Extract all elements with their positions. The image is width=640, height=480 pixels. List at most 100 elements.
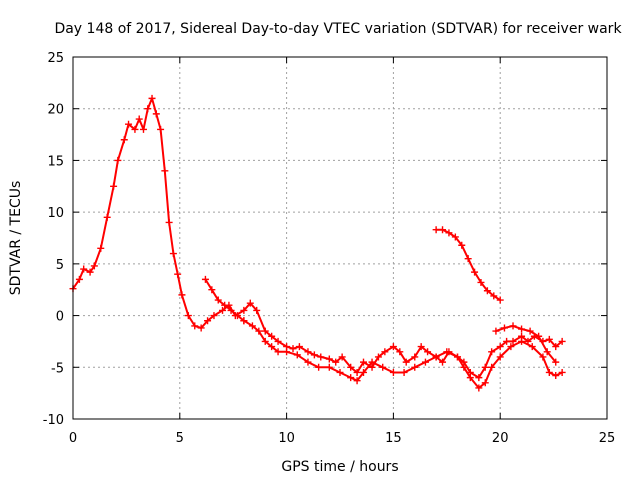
data-point (152, 110, 160, 118)
data-point (496, 353, 504, 361)
x-axis-label: GPS time / hours (281, 459, 398, 475)
data-point (120, 136, 128, 144)
data-point (90, 262, 98, 270)
data-point (157, 125, 165, 133)
data-point (411, 363, 419, 371)
series-line (72, 97, 564, 379)
data-point (75, 275, 83, 283)
data-point (379, 363, 387, 371)
x-tick-label: 20 (492, 431, 509, 446)
y-tick-label: 0 (56, 310, 64, 325)
data-point (214, 296, 222, 304)
series-late-arc (432, 226, 504, 304)
data-point (545, 368, 553, 376)
data-point (492, 327, 500, 335)
data-point (208, 286, 216, 294)
data-point (432, 353, 440, 361)
data-series (69, 94, 566, 392)
data-point (477, 278, 485, 286)
data-point (325, 363, 333, 371)
data-point (503, 337, 511, 345)
data-point (526, 327, 534, 335)
data-point (543, 348, 551, 356)
series-lower-branch (240, 317, 566, 392)
data-point (261, 327, 269, 335)
data-point (191, 322, 199, 330)
data-point (443, 348, 451, 356)
data-point (353, 368, 361, 376)
x-tick-label: 25 (599, 431, 616, 446)
series-line (435, 228, 502, 302)
y-tick-label: 25 (47, 51, 64, 66)
data-point (293, 351, 301, 359)
data-point (518, 325, 526, 333)
data-point (317, 353, 325, 361)
data-point (246, 299, 254, 307)
data-point (255, 327, 263, 335)
y-tick-label: 20 (47, 103, 64, 118)
data-point (114, 156, 122, 164)
data-point (396, 348, 404, 356)
data-point (535, 332, 543, 340)
data-point (289, 345, 297, 353)
data-point (304, 358, 312, 366)
x-tick-labels: 0 5 10 15 20 25 (69, 431, 615, 446)
data-point (353, 377, 361, 385)
data-point (552, 343, 560, 351)
data-point (421, 358, 429, 366)
data-point (325, 355, 333, 363)
y-tick-label: 15 (47, 154, 64, 169)
data-point (174, 270, 182, 278)
data-point (110, 182, 118, 190)
data-point (161, 167, 169, 175)
data-point (460, 363, 468, 371)
y-tick-labels: -10 -5 0 5 10 15 20 25 (43, 51, 64, 428)
series-upper-branch (201, 275, 248, 325)
data-point (219, 306, 227, 314)
data-point (528, 343, 536, 351)
data-point (144, 105, 152, 113)
data-point (148, 94, 156, 102)
data-point (475, 374, 483, 382)
data-point (359, 368, 367, 376)
data-point (432, 226, 440, 234)
data-point (197, 324, 205, 332)
data-point (464, 255, 472, 263)
x-tick-label: 15 (385, 431, 402, 446)
data-point (274, 348, 282, 356)
data-point (466, 374, 474, 382)
series-line (242, 319, 564, 389)
data-point (381, 348, 389, 356)
data-point (315, 363, 323, 371)
chart-title: Day 148 of 2017, Sidereal Day-to-day VTE… (54, 21, 622, 37)
data-point (483, 287, 491, 295)
data-point (545, 335, 553, 343)
data-point (424, 348, 432, 356)
data-point (411, 353, 419, 361)
series-end-branch (492, 322, 560, 366)
data-point (139, 125, 147, 133)
data-point (103, 213, 111, 221)
data-point (458, 241, 466, 249)
data-point (283, 348, 291, 356)
data-point (368, 358, 376, 366)
data-point (201, 275, 209, 283)
data-point (374, 353, 382, 361)
data-point (488, 363, 496, 371)
plot-frame (72, 56, 608, 420)
data-point (268, 332, 276, 340)
data-point (336, 368, 344, 376)
data-point (490, 292, 498, 300)
data-point (274, 337, 282, 345)
data-point (248, 322, 256, 330)
data-point (507, 343, 515, 351)
y-tick-label: -10 (43, 413, 64, 428)
data-point (500, 324, 508, 332)
data-point (417, 343, 425, 351)
data-point (169, 250, 177, 258)
data-point (261, 337, 269, 345)
data-point (509, 337, 517, 345)
data-point (240, 306, 248, 314)
data-point (402, 358, 410, 366)
